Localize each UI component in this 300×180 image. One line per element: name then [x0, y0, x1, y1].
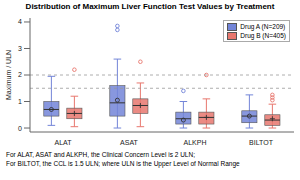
svg-text:2: 2: [18, 71, 22, 78]
svg-text:4: 4: [18, 18, 22, 25]
html-text:Distribution of Maximum Liver: Distribution of Maximum Liver Function T…: [25, 2, 275, 11]
svg-text:BILTOT: BILTOT: [249, 139, 274, 146]
html-text:For BILTOT, the CCL is 1.5 ULN: For BILTOT, the CCL is 1.5 ULN; where UL…: [6, 160, 240, 167]
svg-text:ASAT: ASAT: [120, 139, 138, 146]
html-text:For ALAT, ASAT and ALKPH, the: For ALAT, ASAT and ALKPH, the Clinical C…: [6, 151, 195, 158]
svg-text:0: 0: [18, 125, 22, 132]
html-text:Drug A (N=209): Drug A (N=209): [240, 23, 286, 30]
svg-text:1: 1: [18, 98, 22, 105]
svg-text:3: 3: [18, 45, 22, 52]
svg-text:ALKPH: ALKPH: [184, 139, 207, 146]
html-text:Drug B (N=405): Drug B (N=405): [240, 32, 286, 39]
svg-text:ALAT: ALAT: [55, 139, 73, 146]
svg-text:Maximum / ULN: Maximum / ULN: [8, 50, 12, 100]
